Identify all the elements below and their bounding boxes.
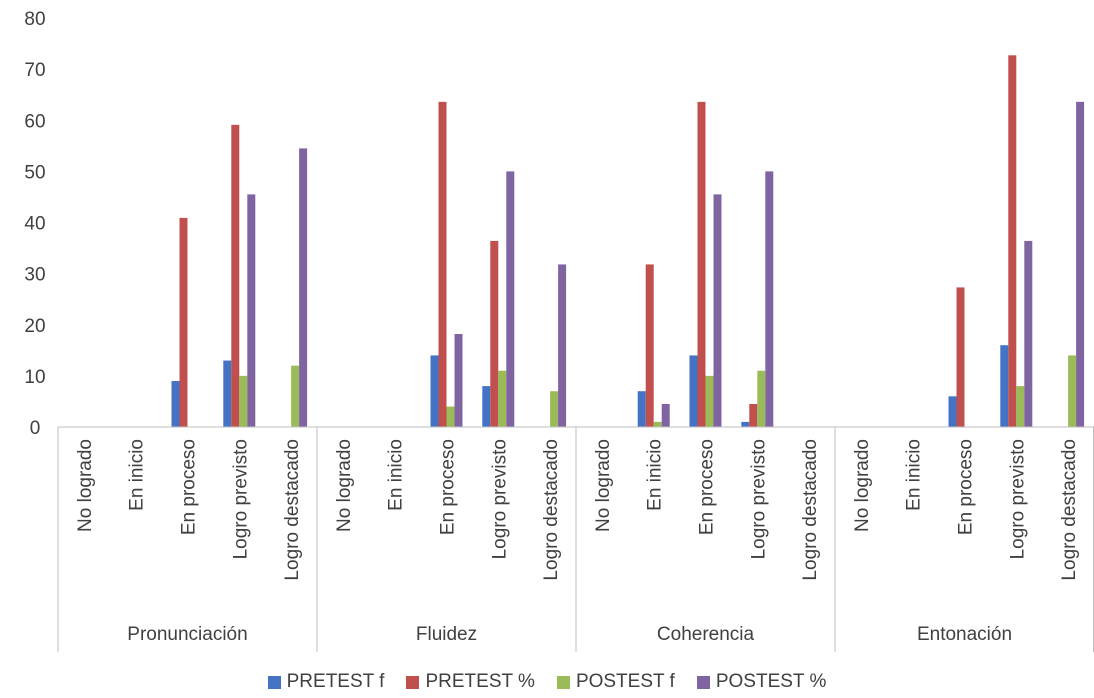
bar [765, 171, 774, 427]
bar [223, 360, 232, 427]
bar [689, 355, 698, 427]
legend-item: POSTEST % [696, 671, 827, 693]
x-tick-label: Logro destacado [541, 439, 562, 581]
bar [490, 240, 499, 427]
y-tick-label: 80 [24, 9, 45, 30]
bar [239, 375, 248, 427]
bar [637, 391, 646, 427]
x-tick-label: En inicio [645, 439, 666, 511]
x-tick-label: En inicio [127, 439, 148, 511]
bar [1024, 240, 1033, 427]
bar [506, 171, 515, 427]
x-tick-label: En proceso [956, 439, 977, 535]
bar [697, 101, 706, 427]
y-tick-label: 50 [24, 162, 45, 183]
bar [653, 421, 662, 427]
y-tick-label: 30 [24, 265, 45, 286]
legend-item: POSTEST f [556, 671, 675, 693]
bar [430, 355, 439, 427]
legend-label: POSTEST % [715, 671, 827, 692]
bar [1016, 386, 1025, 427]
legend-swatch [556, 675, 570, 689]
bar [247, 194, 256, 427]
x-tick-label: No logrado [593, 439, 614, 532]
legend-label: PRETEST % [425, 671, 535, 692]
legend-label: POSTEST f [575, 671, 675, 692]
y-tick-label: 70 [24, 60, 45, 81]
bar [713, 194, 722, 427]
y-tick-label: 40 [24, 214, 45, 235]
group-label: Entonación [917, 624, 1012, 645]
bar [550, 391, 559, 427]
x-tick-label: Logro destacado [282, 439, 303, 581]
legend: PRETEST f PRETEST % POSTEST f POSTEST % [0, 670, 1094, 694]
x-tick-label: En proceso [179, 439, 200, 535]
bar [231, 124, 240, 427]
x-axis: No logrado En inicio En proceso Logro previ… [57, 426, 1094, 652]
group-label: Pronunciación [127, 624, 247, 645]
legend-label: PRETEST f [286, 671, 385, 692]
bar [1000, 345, 1009, 427]
bars [171, 55, 1085, 427]
legend-item: PRETEST f [267, 671, 385, 693]
y-tick-label: 0 [30, 418, 41, 439]
x-tick-label: Logro previsto [748, 439, 769, 559]
x-tick-label: En inicio [386, 439, 407, 511]
group-label: Coherencia [657, 624, 755, 645]
bar [1068, 355, 1077, 427]
x-tick-label: Logro previsto [230, 439, 251, 559]
legend-item: PRETEST % [406, 671, 535, 693]
bar [558, 264, 567, 427]
bar [741, 421, 750, 427]
legend-swatch [406, 675, 420, 689]
bar [291, 365, 300, 427]
bar [482, 386, 491, 427]
bar [956, 287, 965, 427]
group-label: Fluidez [416, 624, 477, 645]
bar [757, 370, 766, 427]
x-tick-label: No logrado [852, 439, 873, 532]
bar [645, 264, 654, 427]
x-tick-label: En proceso [438, 439, 459, 535]
x-tick-label: Logro previsto [1007, 439, 1028, 559]
bar [661, 403, 670, 427]
y-axis-labels: 0 10 20 30 40 50 60 70 80 [24, 9, 45, 439]
x-tick-label: En proceso [697, 439, 718, 535]
bar [438, 101, 447, 427]
bar [705, 375, 714, 427]
bar [1076, 101, 1085, 427]
x-tick-label: Logro previsto [489, 439, 510, 559]
bar [498, 370, 507, 427]
y-tick-label: 60 [24, 111, 45, 132]
legend-swatch [267, 675, 281, 689]
x-tick-label: No logrado [75, 439, 96, 532]
y-tick-label: 10 [24, 367, 45, 388]
bar [454, 333, 463, 427]
bar [948, 396, 957, 427]
x-tick-label: En inicio [904, 439, 925, 511]
bar [1008, 55, 1017, 427]
x-tick-label: Logro destacado [800, 439, 821, 581]
y-tick-label: 20 [24, 316, 45, 337]
bar [749, 403, 758, 427]
bar [299, 148, 308, 427]
x-tick-label: Logro destacado [1059, 439, 1080, 581]
bar [446, 406, 455, 427]
bar [179, 217, 188, 427]
x-tick-label: No logrado [334, 439, 355, 532]
legend-swatch [696, 675, 710, 689]
bar [171, 380, 180, 427]
